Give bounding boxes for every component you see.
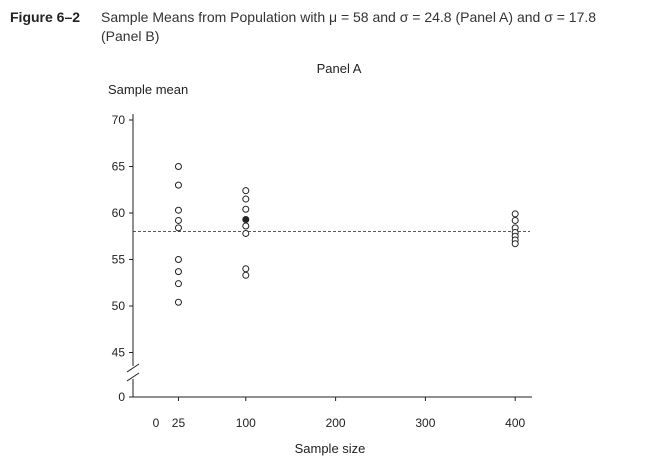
x-tick-label: 400 <box>505 416 525 430</box>
data-point <box>511 210 519 218</box>
data-point <box>242 205 250 213</box>
y-tick-label: 45 <box>112 346 126 360</box>
data-point <box>174 181 182 189</box>
x-tick-label: 300 <box>415 416 435 430</box>
tick-labels: 70 65 60 55 50 45 0 0 25 100 200 300 400 <box>112 113 526 430</box>
figure-title: Sample Means from Population with μ = 58… <box>101 9 597 44</box>
data-point <box>174 206 182 214</box>
data-point <box>174 163 182 170</box>
y-tick-label: 60 <box>112 206 126 220</box>
axis-break-mark <box>126 372 140 382</box>
x-tick-label: 100 <box>236 416 256 430</box>
data-point <box>242 187 250 195</box>
y-tick-label: 55 <box>112 253 126 267</box>
data-point <box>511 240 519 248</box>
data-point <box>174 280 182 288</box>
data-point <box>242 222 250 230</box>
data-point <box>511 216 519 224</box>
data-point <box>242 271 250 279</box>
data-point <box>174 224 182 232</box>
y-tick-label: 0 <box>118 390 125 404</box>
axis-break-mark <box>126 363 140 373</box>
data-point <box>174 298 182 306</box>
y-axis-label: Sample mean <box>108 82 188 97</box>
data-point <box>242 265 250 273</box>
data-points <box>174 163 519 306</box>
data-point <box>242 229 250 237</box>
data-point <box>174 216 182 224</box>
y-tick-label: 70 <box>112 113 126 127</box>
x-tick-label: 0 <box>153 416 160 430</box>
x-tick-label: 200 <box>326 416 346 430</box>
figure-number: Figure 6–2 <box>10 9 81 25</box>
panel-title: Panel A <box>317 61 362 76</box>
y-tick-label: 65 <box>112 160 126 174</box>
data-point-filled <box>242 216 250 224</box>
y-tick-label: 50 <box>112 299 126 313</box>
data-point <box>174 268 182 276</box>
chart-axes <box>126 114 532 401</box>
x-tick-label: 25 <box>172 416 186 430</box>
data-point <box>174 256 182 263</box>
data-point <box>242 195 250 203</box>
x-axis-label: Sample size <box>295 441 366 456</box>
